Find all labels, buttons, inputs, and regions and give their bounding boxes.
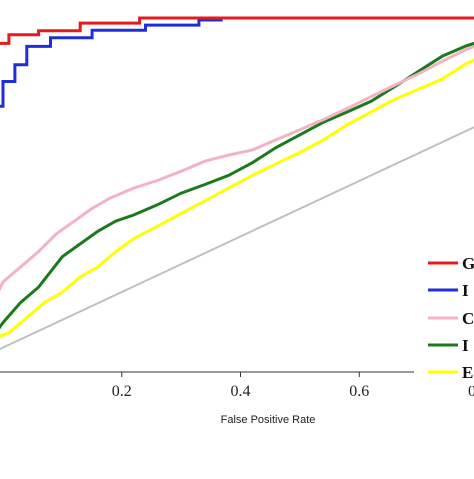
x-tick-label: 0.4 (231, 383, 251, 400)
legend-label-2: I (462, 281, 469, 300)
legend-box (414, 246, 474, 386)
legend-label-1: G (462, 254, 474, 273)
series-line-5 (0, 58, 474, 338)
reference-line-layer (0, 126, 474, 351)
x-tick-label: 0.2 (112, 383, 132, 400)
legend-label-4: I (462, 336, 469, 355)
reference-diagonal-line (0, 126, 474, 351)
x-tick-label: 0.8 (468, 383, 474, 400)
legend-label-3: C (462, 309, 474, 328)
x-axis-label: False Positive Rate (221, 414, 316, 426)
series-line-3 (0, 45, 474, 292)
series-line-2 (0, 18, 223, 108)
x-tick-layer: 0.2 0.4 0.6 0.8 (112, 372, 474, 400)
series-line-1 (0, 16, 474, 45)
series-line-4 (0, 41, 474, 330)
x-tick-label: 0.6 (349, 383, 369, 400)
legend-label-5: E (462, 363, 473, 382)
series-layer (0, 16, 474, 338)
